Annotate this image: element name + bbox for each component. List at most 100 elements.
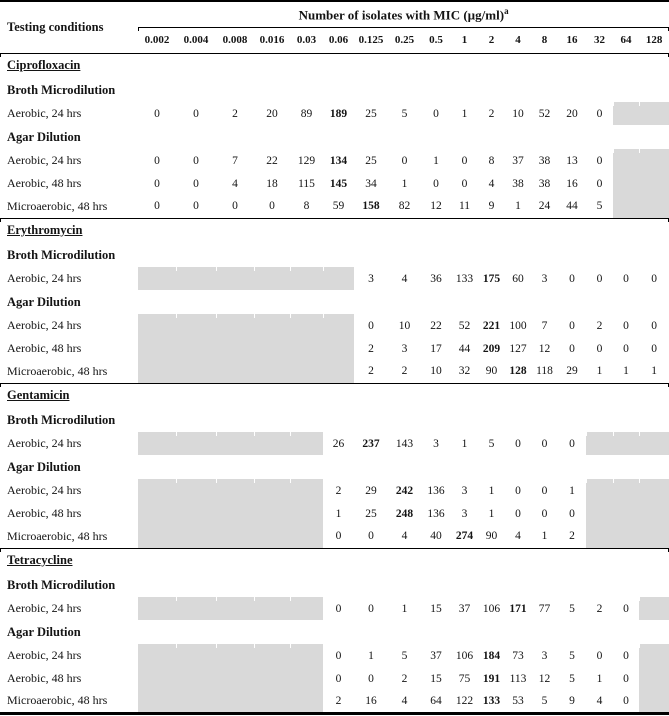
shaded-cell [216,525,254,548]
mic-count-cell: 22 [266,154,278,167]
drug-name-text: Gentamicin [7,388,70,403]
mic-count-cell: 5 [569,602,575,615]
shaded-cell [290,667,323,690]
mic-count-cell: 1 [488,507,495,520]
mic-count-cell: 52 [538,107,551,120]
shaded-cell [176,267,216,290]
shaded-cell [613,172,639,195]
mic-count-cell: 0 [651,272,657,285]
shaded-cell [216,644,254,667]
mic-count-cell: 2 [569,530,575,543]
table-row: Aerobic, 24 hrs 3 4 36 133 175 60 3 0 0 0 0 [0,267,669,290]
mic-count-cell: 40 [430,530,442,543]
mic-column-header: 64 [613,27,639,54]
row-label: Microaerobic, 48 hrs [7,198,108,213]
drug-section-row: Erythromycin [0,217,669,243]
shaded-cell [138,479,176,502]
mic-count-cell: 0 [335,602,342,615]
mic-count-cell: 25 [365,507,377,520]
mic-count-cell: 37 [430,649,442,662]
mic-count-cell: 73 [512,649,524,662]
method-label: Broth Microdilution [7,82,116,97]
row-label: Aerobic, 48 hrs [7,671,82,685]
shaded-cell [138,267,176,290]
mic-count-cell: 0 [154,107,160,120]
mic-count-cell: 64 [430,694,442,707]
shaded-cell [290,690,323,713]
mic-count-cell: 0 [368,672,374,685]
mic-count-cell: 0 [651,342,657,355]
shaded-cell [176,337,216,360]
mic-count-cell: 82 [398,200,411,213]
mic-count-cell: 3 [541,272,548,285]
shaded-cell [138,337,176,360]
mic-count-cell: 0 [515,484,521,497]
shaded-cell [138,314,176,337]
mic-count-cell: 0 [433,177,439,190]
mic-count-cell: 2 [596,319,603,332]
shaded-cell [138,644,176,667]
mic-count-cell: 145 [329,177,348,190]
mic-count-cell: 3 [433,437,439,450]
mic-count-cell: 1 [515,200,521,213]
mic-count-cell: 12 [538,672,551,685]
shaded-cell [613,432,639,455]
method-label: Agar Dilution [7,624,81,639]
shaded-cell [254,479,290,502]
mic-count-cell: 25 [365,107,377,120]
mic-count-cell: 1 [368,649,374,662]
shaded-cell [138,525,176,548]
mic-count-cell: 75 [458,672,471,685]
shaded-cell [290,644,323,667]
mic-count-cell: 3 [461,484,468,497]
mic-column-header: 16 [558,27,586,54]
shaded-cell [254,314,290,337]
drug-section-label: Tetracycline [0,547,669,573]
mic-count-cell: 4 [488,177,495,190]
mic-column-header: 0.016 [254,27,290,54]
mic-count-cell: 5 [569,672,575,685]
shaded-cell [138,597,176,620]
mic-count-cell: 8 [488,154,495,167]
mic-count-cell: 77 [538,602,551,615]
mic-count-cell: 10 [430,365,442,378]
mic-count-cell: 0 [368,530,374,543]
mic-count-cell: 90 [485,530,498,543]
mic-count-cell: 158 [362,200,380,213]
shaded-cell [586,525,613,548]
mic-count-cell: 32 [458,365,471,378]
mic-count-cell: 60 [512,272,524,285]
shaded-cell [323,360,354,383]
shaded-cell [613,479,639,502]
drug-name-text: Erythromycin [7,223,83,238]
shaded-cell [290,314,323,337]
mic-count-cell: 175 [482,272,501,285]
method-row: Broth Microdilution [0,243,669,267]
shaded-cell [639,102,669,125]
mic-count-cell: 4 [596,694,603,707]
mic-count-cell: 2 [232,107,238,120]
mic-count-cell: 1 [541,530,548,543]
mic-count-cell: 3 [401,342,408,355]
mic-column-header: 0.008 [216,27,254,54]
mic-count-cell: 0 [154,200,160,213]
mic-count-cell: 0 [569,342,575,355]
mic-column-header: 0.5 [421,27,451,54]
drug-name-text: Tetracycline [7,553,73,568]
table-row: Microaerobic, 48 hrs 2 16 4 64 122 133 53 5 9 4 0 [0,690,669,713]
mic-count-cell: 128 [509,365,527,378]
drug-section-row: Tetracycline [0,547,669,573]
shaded-cell [639,195,669,218]
mic-count-cell: 12 [430,200,442,213]
mic-count-cell: 20 [266,107,278,120]
shaded-cell [613,502,639,525]
mic-count-cell: 26 [332,437,345,450]
mic-count-cell: 1 [569,484,575,497]
row-label: Aerobic, 24 hrs [7,153,82,167]
mic-column-header: 32 [586,27,613,54]
mic-count-cell: 0 [623,694,629,707]
shaded-cell [290,479,323,502]
mic-count-cell: 2 [368,342,374,355]
mic-column-header: 0.125 [354,27,388,54]
mic-count-cell: 38 [538,154,551,167]
